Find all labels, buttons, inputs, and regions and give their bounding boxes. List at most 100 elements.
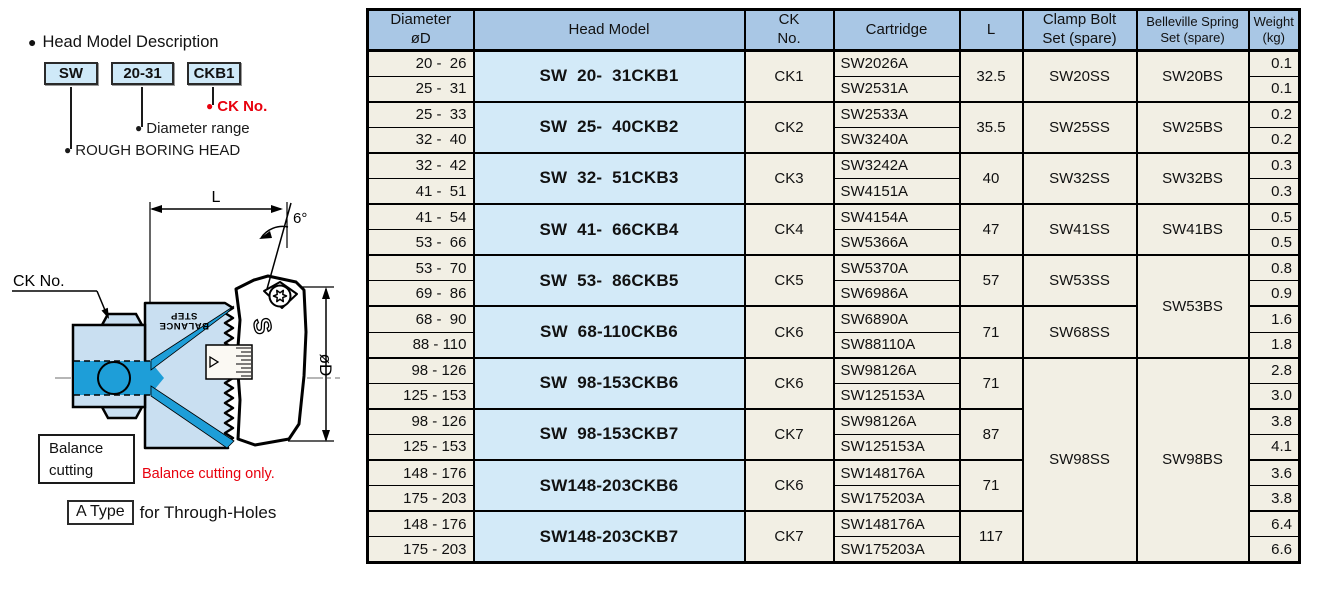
wt-cell: 2.8 [1247,356,1301,384]
spring-cell: SW20BS [1135,49,1250,103]
wt-cell: 0.2 [1247,100,1301,128]
table-row: 32 - 40 SW3240A 0.2 [366,126,1301,154]
callout-ck-no-text: CK No. [217,98,268,115]
clamp-cell: SW32SS [1021,151,1138,205]
l-cell: 35.5 [958,100,1024,154]
col-header-1: Head Model [472,8,746,52]
wt-cell: 0.9 [1247,280,1301,307]
diameter-label: øD [316,354,335,377]
table-row: 25 - 33 SW 25- 40CKB2 CK2 SW2533A 35.5 SW25SS… [366,100,1301,154]
dia-cell: 88 - 110 [366,331,475,359]
coolant-channel-lower [150,385,235,449]
dia-cell: 68 - 90 [366,305,475,333]
ck-cell: CK5 [743,254,835,307]
dim-angle: 6° [259,202,307,290]
torx-screw [268,284,292,308]
dim-l-label: L [212,190,221,206]
cart-cell: SW3240A [832,126,961,154]
a-type-text: for Through-Holes [139,502,277,522]
clamp-cell: SW41SS [1021,203,1138,256]
cart-cell: SW148176A [832,459,961,487]
model-cell: SW 25- 40CKB2 [472,100,746,154]
l-cell: 71 [958,458,1024,512]
bullet-icon: ● [206,99,214,113]
dia-cell: 98 - 126 [366,407,475,435]
spring-cell: SW53BS [1135,254,1250,359]
dia-cell: 20 - 26 [366,49,475,77]
wt-cell: 1.8 [1247,331,1301,359]
wt-cell: 3.6 [1247,459,1301,487]
table-row: 98 - 126 SW 98-153CKB7 CK7 SW98126A 87 3.8 [366,407,1301,461]
ck-cell: CK6 [743,305,835,359]
dia-cell: 98 - 126 [366,356,475,384]
cart-cell: SW98126A [832,356,961,384]
dia-cell: 125 - 153 [366,382,475,410]
table-row: 68 - 90 SW 68-110CKB6 CK6 SW6890A 71 SW68SS 1.… [366,305,1301,359]
leader-line [212,87,214,105]
legend-heading: ● Head Model Description [28,33,219,52]
wt-cell: 1.6 [1247,305,1301,333]
cart-cell: SW2026A [832,49,961,77]
balance-step-label: BALANCE STEP [159,310,209,331]
cart-cell: SW5370A [832,254,961,282]
dia-cell: 25 - 31 [366,75,475,103]
wt-cell: 3.8 [1247,407,1301,435]
dia-cell: 25 - 33 [366,100,475,128]
model-cell: SW 98-153CKB7 [472,407,746,461]
l-cell: 47 [958,203,1024,256]
spec-table: Diameter øD Head Model CK No. Cartridge L Cla… [366,8,1301,564]
svg-text:BALANCE: BALANCE [159,320,209,331]
wt-cell: 0.2 [1247,126,1301,154]
pointer-triangle-icon [209,355,220,369]
ck-cell: CK2 [743,100,835,154]
model-cell: SW148-203CKB7 [472,510,746,563]
dia-cell: 41 - 54 [366,203,475,231]
ck-no-label: CK No. [13,273,65,290]
model-cell: SW148-203CKB6 [472,458,746,512]
col-header-0: Diameter øD [366,8,475,52]
table-row: 125 - 153 SW125153A 4.1 [366,433,1301,461]
cart-cell: SW4151A [832,177,961,205]
model-cell: SW 98-153CKB6 [472,356,746,410]
wt-cell: 0.3 [1247,177,1301,205]
ck-cell: CK7 [743,407,835,461]
wt-cell: 0.5 [1247,229,1301,256]
a-type-note: A Type for Through-Holes [67,500,276,525]
callout-rough-boring-head-text: ROUGH BORING HEAD [75,142,241,159]
table-row: 69 - 86 SW6986A 0.9 [366,280,1301,307]
cart-cell: SW148176A [832,510,961,538]
balance-cutting-note: Balance cutting only. [142,466,275,482]
table-row: 41 - 51 SW4151A 0.3 [366,177,1301,205]
bullet-icon: ● [28,34,37,50]
table-row: 125 - 153 SW125153A 3.0 [366,382,1301,410]
leader-line [141,87,143,127]
table-row: 20 - 26 SW 20- 31CKB1 CK1 SW2026A 32.5 SW20SS… [366,49,1301,103]
spring-cell: SW32BS [1135,151,1250,205]
dia-cell: 53 - 66 [366,229,475,256]
callout-ck-no: ● CK No. [206,98,267,115]
cart-cell: SW5366A [832,229,961,256]
svg-text:STEP: STEP [170,310,197,321]
col-header-3: Cartridge [832,8,961,52]
wt-cell: 0.1 [1247,49,1301,77]
ck-cell: CK6 [743,356,835,410]
ck-no-callout: CK No. [12,273,109,319]
dia-cell: 53 - 70 [366,254,475,282]
cart-cell: SW2531A [832,75,961,103]
table-row: 175 - 203 SW175203A 6.6 [366,536,1301,563]
clamp-cell: SW53SS [1021,254,1138,307]
coolant-channel-upper [150,305,235,371]
dia-cell: 32 - 42 [366,151,475,179]
wt-cell: 3.8 [1247,485,1301,512]
spec-table-container: Diameter øD Head Model CK No. Cartridge L Cla… [366,8,1301,564]
l-cell: 71 [958,305,1024,359]
l-cell: 40 [958,151,1024,205]
s-mark: S [247,315,277,336]
col-header-6: Belleville Spring Set (spare) [1135,8,1250,52]
dim-diameter: øD [288,286,335,442]
boring-head-diagram: BALANCE STEP S L [12,190,340,450]
wt-cell: 6.6 [1247,536,1301,563]
dia-cell: 32 - 40 [366,126,475,154]
cart-cell: SW6890A [832,305,961,333]
